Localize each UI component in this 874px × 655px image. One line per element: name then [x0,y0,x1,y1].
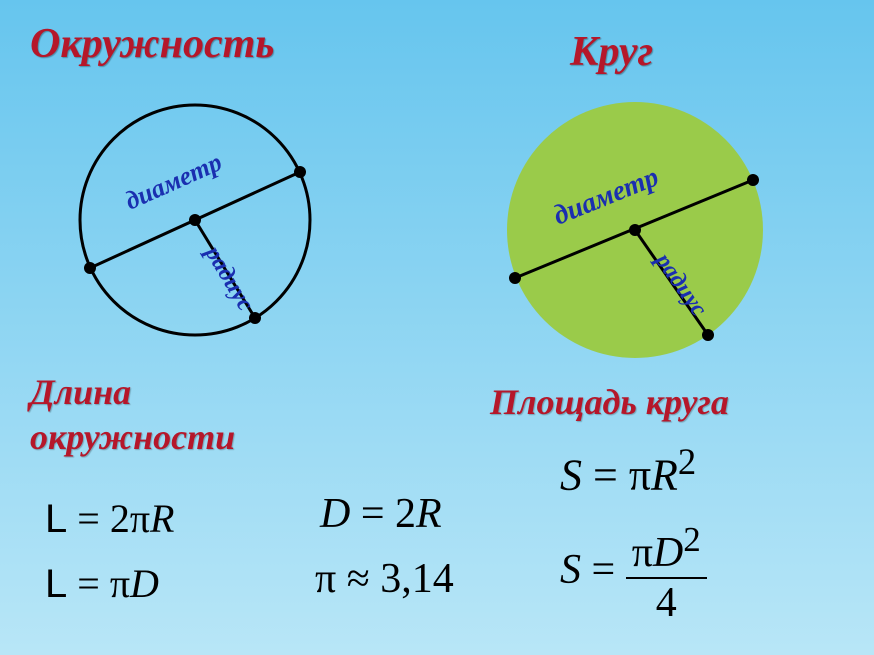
formula-L-2piR: L = 2πR [45,495,174,542]
diagram-disk: диаметррадиус [0,0,874,385]
formula-L-piD: L = πD [45,560,159,607]
formula-D-2R: D = 2R [320,490,442,538]
formula-S-piR2: S = πR2 [560,440,696,501]
formula-pi-approx: π ≈ 3,14 [315,555,454,603]
formula-S-piD2-4: S = πD2 4 [560,520,707,627]
subtitle-area: Площадь круга [490,380,729,425]
slide-root: Окружность диаметррадиус Длинаокружности… [0,0,874,655]
